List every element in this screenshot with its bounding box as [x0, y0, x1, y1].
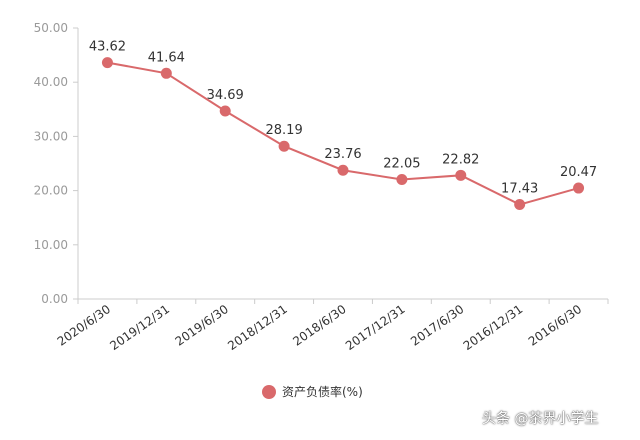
- data-label: 23.76: [324, 147, 361, 162]
- data-point[interactable]: [337, 164, 349, 176]
- x-tick-label: 2018/6/30: [290, 302, 348, 349]
- x-tick-label: 2019/12/31: [107, 302, 172, 353]
- x-tick-label: 2020/6/30: [55, 302, 113, 349]
- data-label: 28.19: [266, 123, 303, 138]
- data-point[interactable]: [455, 169, 467, 181]
- data-point[interactable]: [219, 105, 231, 117]
- axes: [77, 28, 608, 300]
- data-label: 22.05: [383, 156, 420, 171]
- y-tick-label: 0.00: [41, 292, 68, 306]
- data-point[interactable]: [514, 199, 526, 211]
- y-tick-label: 30.00: [34, 129, 68, 143]
- data-label: 20.47: [560, 165, 597, 180]
- legend-marker: [262, 385, 276, 399]
- watermark: 头条 @茶界小学生: [482, 411, 599, 427]
- series: 43.62 41.64 34.69 28.19 23.76 22.05 22.82 17.43…: [89, 40, 597, 211]
- x-tick-label: 2016/6/30: [526, 302, 584, 349]
- data-label: 43.62: [89, 40, 126, 55]
- legend[interactable]: 资产负债率(%): [262, 384, 363, 399]
- data-label: 41.64: [148, 50, 185, 65]
- x-tick-label: 2017/12/31: [343, 302, 408, 353]
- data-label: 17.43: [501, 182, 538, 197]
- data-point[interactable]: [396, 173, 408, 185]
- y-tick-label: 10.00: [34, 238, 68, 252]
- x-tick-label: 2016/12/31: [461, 302, 526, 353]
- legend-label: 资产负债率(%): [282, 384, 363, 399]
- y-tick-label: 20.00: [34, 184, 68, 198]
- data-point[interactable]: [160, 67, 172, 79]
- data-point[interactable]: [101, 57, 113, 69]
- x-tick-label: 2018/12/31: [225, 302, 290, 353]
- y-ticks: 0.00 10.00 20.00 30.00 40.00 50.00: [34, 21, 78, 306]
- x-tick-label: 2019/6/30: [173, 302, 231, 349]
- x-tick-label: 2017/6/30: [408, 302, 466, 349]
- data-label: 34.69: [207, 88, 244, 103]
- data-point[interactable]: [573, 182, 585, 194]
- y-tick-label: 50.00: [34, 21, 68, 35]
- y-tick-label: 40.00: [34, 75, 68, 89]
- data-point[interactable]: [278, 140, 290, 152]
- data-label: 22.82: [442, 152, 479, 167]
